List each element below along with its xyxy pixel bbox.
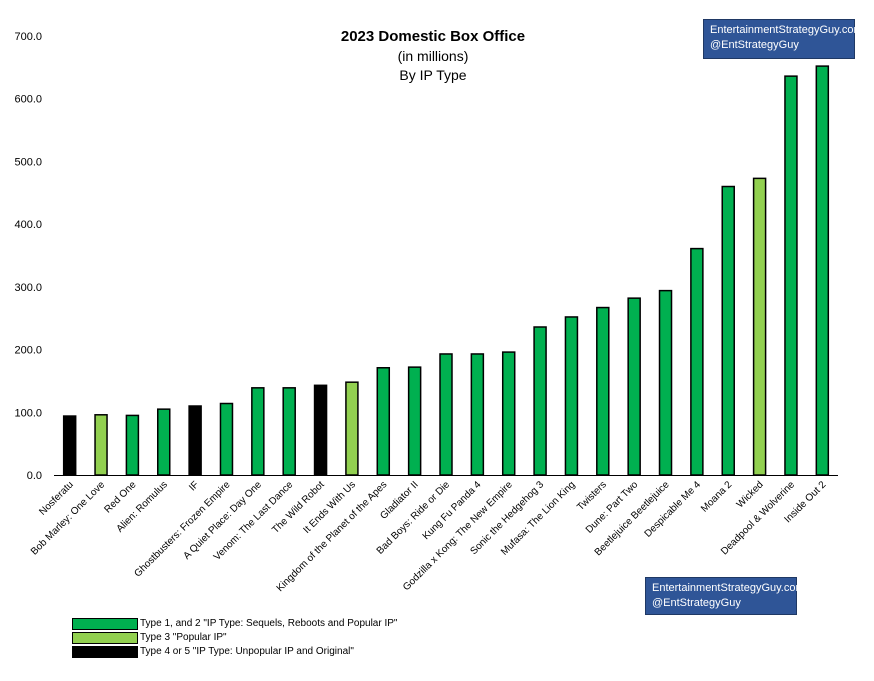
- x-tick-label: Kung Fu Panda 4: [421, 479, 484, 542]
- y-tick-label: 200.0: [14, 345, 42, 357]
- bar: [407, 366, 422, 476]
- bar: [188, 405, 202, 476]
- x-tick-label: Wicked: [735, 479, 766, 510]
- x-tick-label: Despicable Me 4: [643, 479, 704, 540]
- bar: [690, 247, 704, 476]
- bar: [345, 381, 359, 476]
- bar: [470, 353, 485, 476]
- legend-swatch-type-1-2: [72, 617, 138, 630]
- legend-item-type-4-5: Type 4 or 5 "IP Type: Unpopular IP and O…: [72, 645, 397, 658]
- legend-item-type-1-2: Type 1, and 2 "IP Type: Sequels, Reboots…: [72, 617, 397, 630]
- legend-swatch-type-4-5: [72, 645, 138, 658]
- legend-swatch-type-3: [72, 631, 138, 644]
- y-tick-label: 600.0: [14, 94, 42, 106]
- x-tick-label: Moana 2: [699, 479, 735, 515]
- bar: [251, 387, 265, 476]
- bar: [125, 414, 140, 476]
- bar: [784, 75, 798, 476]
- y-tick-label: 100.0: [14, 407, 42, 419]
- y-tick-label: 0.0: [27, 470, 42, 482]
- bar: [157, 408, 171, 476]
- chart-legend: Type 1, and 2 "IP Type: Sequels, Reboots…: [72, 617, 397, 659]
- bar: [533, 326, 547, 476]
- x-tick-label: IF: [187, 479, 201, 493]
- bar: [62, 415, 77, 476]
- legend-label-type-4-5: Type 4 or 5 "IP Type: Unpopular IP and O…: [140, 646, 354, 657]
- bar: [721, 185, 735, 476]
- bar-series: [62, 65, 830, 476]
- brand-badge-bottom: EntertainmentStrategyGuy.com @EntStrateg…: [645, 577, 805, 615]
- y-tick-label: 400.0: [14, 219, 42, 231]
- bar: [596, 306, 610, 476]
- bar: [94, 414, 108, 476]
- bar: [752, 177, 767, 476]
- legend-item-type-3: Type 3 "Popular IP": [72, 631, 397, 644]
- brand-handle: @EntStrategyGuy: [652, 597, 741, 609]
- bar: [815, 65, 830, 476]
- bar: [313, 384, 328, 476]
- legend-label-type-3: Type 3 "Popular IP": [140, 632, 227, 643]
- bar: [219, 402, 234, 476]
- legend-label-type-1-2: Type 1, and 2 "IP Type: Sequels, Reboots…: [140, 618, 398, 629]
- brand-website: EntertainmentStrategyGuy.com: [710, 24, 863, 36]
- y-tick-label: 700.0: [14, 31, 42, 43]
- chart-title: 2023 Domestic Box Office: [341, 28, 525, 45]
- bar: [376, 367, 391, 476]
- brand-website: EntertainmentStrategyGuy.com: [652, 582, 805, 594]
- bar: [627, 297, 641, 476]
- y-tick-label: 300.0: [14, 282, 42, 294]
- bar: [501, 351, 516, 476]
- bar: [564, 316, 579, 476]
- bar: [658, 289, 673, 476]
- bar: [439, 353, 453, 476]
- chart-subtitle-units: (in millions): [398, 48, 469, 64]
- brand-handle: @EntStrategyGuy: [710, 39, 799, 51]
- bar: [282, 387, 296, 476]
- y-tick-label: 500.0: [14, 156, 42, 168]
- chart-subtitle-grouping: By IP Type: [399, 67, 466, 83]
- brand-badge-top: EntertainmentStrategyGuy.com @EntStrateg…: [703, 19, 863, 59]
- y-axis: 0.0 100.0 200.0 300.0 400.0 500.0 600.0 700.0: [14, 31, 42, 482]
